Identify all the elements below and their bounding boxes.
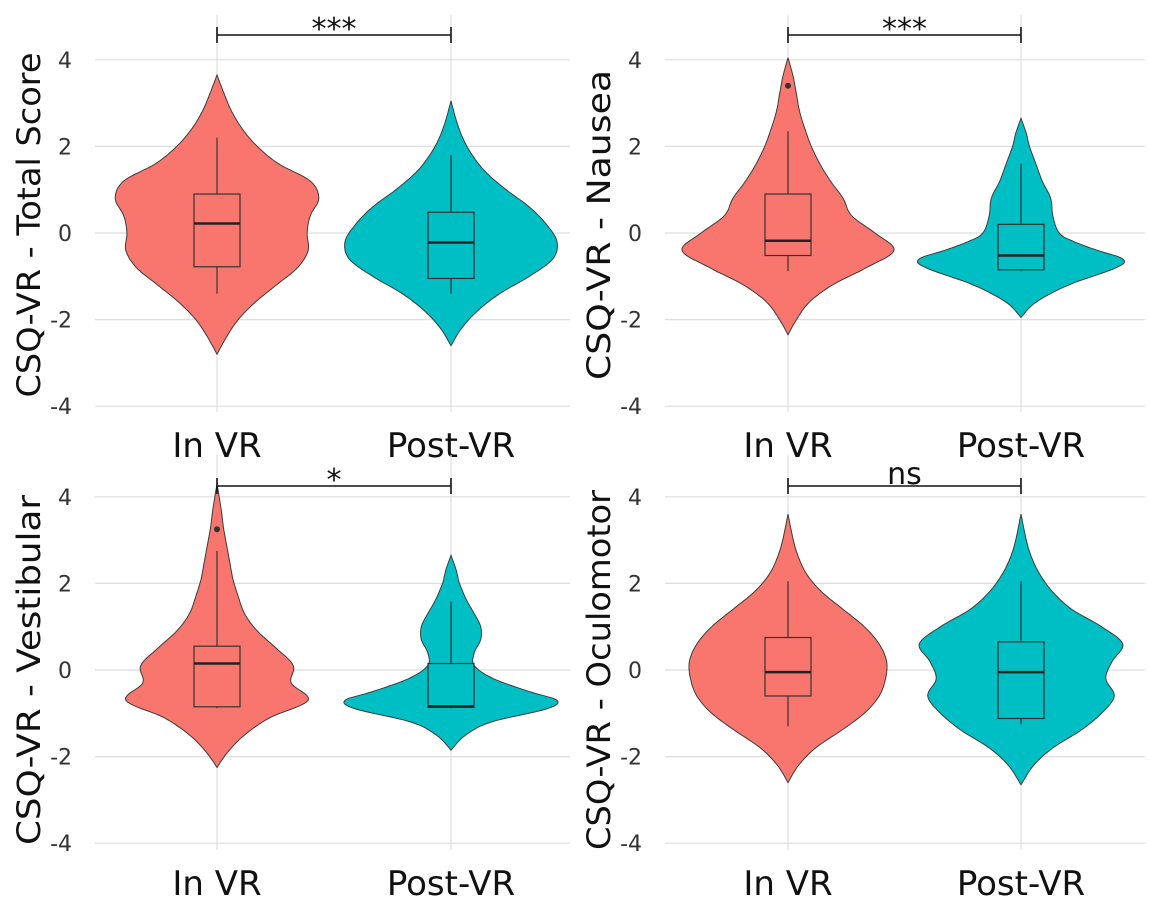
- y-tick-label: 0: [58, 659, 72, 684]
- chart-panel-4: -4 -2 0 2 4 In VR Post-VR ns CSQ-VR - Oculomotor: [580, 455, 1145, 898]
- iqr-box: [193, 645, 241, 708]
- y-tick-label: 4: [58, 486, 72, 511]
- y-axis-title: CSQ-VR - Total Score: [10, 53, 48, 398]
- y-tick-label: -4: [620, 395, 642, 420]
- y-tick-label: 2: [58, 572, 72, 597]
- significance-bracket: [216, 27, 452, 43]
- violin-post-vr: [344, 100, 558, 347]
- y-tick-label: 0: [628, 659, 642, 684]
- violin-in-vr: [688, 514, 888, 784]
- y-tick-label: 0: [58, 222, 72, 247]
- significance-bracket: [216, 478, 452, 494]
- x-tick-label: Post-VR: [387, 864, 515, 898]
- iqr-box: [764, 636, 812, 697]
- y-tick-label: -2: [50, 309, 72, 334]
- iqr-box: [764, 193, 812, 257]
- violin-in-vr: [681, 57, 895, 336]
- iqr-box: [427, 211, 475, 280]
- outlier-point: [214, 526, 220, 533]
- y-axis-title: CSQ-VR - Vestibular: [10, 494, 48, 845]
- y-tick-label: 2: [628, 135, 642, 160]
- iqr-box: [997, 223, 1045, 271]
- y-axis-title: CSQ-VR - Oculomotor: [580, 489, 618, 850]
- y-tick-label: -2: [620, 309, 642, 334]
- y-axis-title: CSQ-VR - Nausea: [580, 70, 618, 380]
- violin-post-vr: [918, 514, 1124, 786]
- significance-label: ***: [312, 12, 357, 47]
- y-tick-label: 4: [628, 486, 642, 511]
- y-tick-label: 2: [58, 135, 72, 160]
- y-tick-label: -2: [50, 746, 72, 771]
- significance-label: *: [327, 463, 342, 498]
- significance-bracket: [787, 478, 1022, 494]
- violin-in-vr: [114, 73, 320, 356]
- y-tick-label: -4: [50, 395, 72, 420]
- significance-label: ***: [882, 12, 927, 47]
- chart-panel-3: -4 -2 0 2 4 In VR Post-VR * CSQ-VR - Vestibular: [10, 455, 570, 898]
- y-tick-label: 4: [628, 49, 642, 74]
- x-tick-label: In VR: [172, 864, 261, 898]
- y-tick-label: 0: [628, 222, 642, 247]
- significance-bracket: [787, 27, 1022, 43]
- y-tick-label: -4: [50, 832, 72, 857]
- y-tick-label: 2: [628, 572, 642, 597]
- iqr-box: [997, 641, 1045, 720]
- x-tick-label: In VR: [743, 864, 832, 898]
- significance-label: ns: [887, 457, 922, 492]
- y-tick-label: -4: [620, 832, 642, 857]
- iqr-box: [193, 193, 241, 268]
- outlier-point: [785, 82, 791, 89]
- x-tick-label: Post-VR: [957, 864, 1085, 898]
- y-tick-label: 4: [58, 49, 72, 74]
- y-tick-label: -2: [620, 746, 642, 771]
